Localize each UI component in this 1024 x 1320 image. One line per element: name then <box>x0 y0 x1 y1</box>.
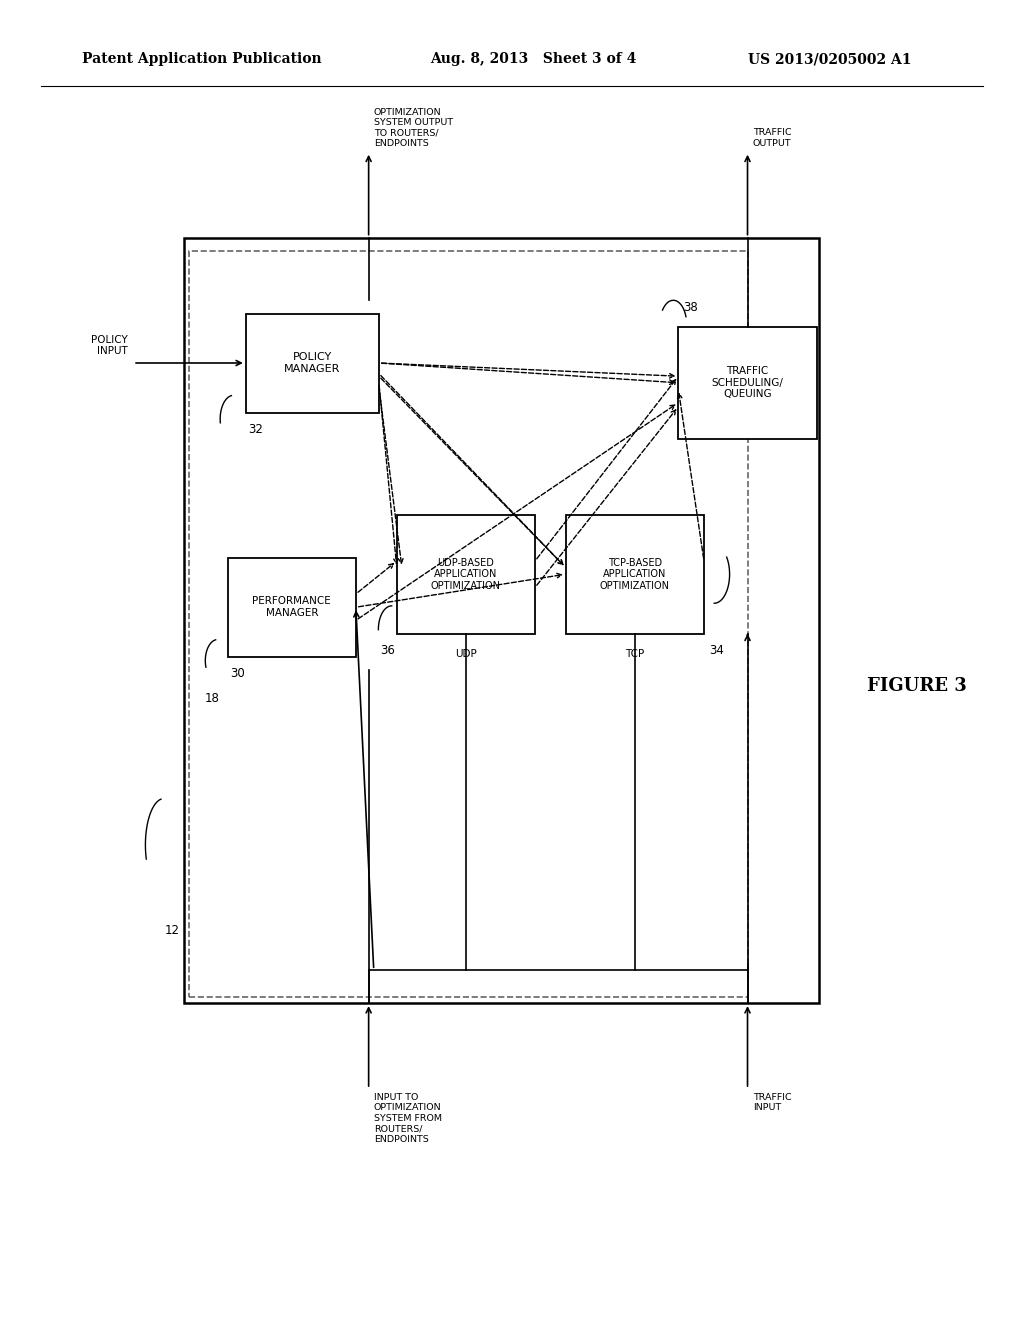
FancyBboxPatch shape <box>678 327 817 438</box>
Text: Patent Application Publication: Patent Application Publication <box>82 53 322 66</box>
Text: POLICY
MANAGER: POLICY MANAGER <box>284 352 341 374</box>
Text: 34: 34 <box>709 644 724 657</box>
FancyBboxPatch shape <box>227 557 356 656</box>
Text: PERFORMANCE
MANAGER: PERFORMANCE MANAGER <box>253 597 331 618</box>
Text: OPTIMIZATION
SYSTEM OUTPUT
TO ROUTERS/
ENDPOINTS: OPTIMIZATION SYSTEM OUTPUT TO ROUTERS/ E… <box>374 108 453 148</box>
Text: 36: 36 <box>380 644 395 657</box>
Text: 18: 18 <box>205 692 220 705</box>
Text: US 2013/0205002 A1: US 2013/0205002 A1 <box>748 53 911 66</box>
FancyBboxPatch shape <box>189 251 748 997</box>
Text: INPUT TO
OPTIMIZATION
SYSTEM FROM
ROUTERS/
ENDPOINTS: INPUT TO OPTIMIZATION SYSTEM FROM ROUTER… <box>374 1093 441 1143</box>
Text: POLICY
INPUT: POLICY INPUT <box>91 335 128 356</box>
Text: FIGURE 3: FIGURE 3 <box>866 677 967 696</box>
Text: TRAFFIC
SCHEDULING/
QUEUING: TRAFFIC SCHEDULING/ QUEUING <box>712 366 783 400</box>
Text: UDP-BASED
APPLICATION
OPTIMIZATION: UDP-BASED APPLICATION OPTIMIZATION <box>431 557 501 591</box>
Text: 30: 30 <box>229 667 245 680</box>
Text: Aug. 8, 2013   Sheet 3 of 4: Aug. 8, 2013 Sheet 3 of 4 <box>430 53 637 66</box>
Text: 38: 38 <box>684 301 698 314</box>
Text: 32: 32 <box>248 422 263 436</box>
FancyBboxPatch shape <box>565 515 705 634</box>
Text: TRAFFIC
INPUT: TRAFFIC INPUT <box>753 1093 792 1113</box>
FancyBboxPatch shape <box>246 314 379 412</box>
FancyBboxPatch shape <box>397 515 535 634</box>
FancyBboxPatch shape <box>184 238 819 1003</box>
Text: TCP-BASED
APPLICATION
OPTIMIZATION: TCP-BASED APPLICATION OPTIMIZATION <box>600 557 670 591</box>
Text: UDP: UDP <box>455 649 477 660</box>
Text: 12: 12 <box>165 924 179 937</box>
Text: TRAFFIC
OUTPUT: TRAFFIC OUTPUT <box>753 128 792 148</box>
Text: TCP: TCP <box>626 649 644 660</box>
